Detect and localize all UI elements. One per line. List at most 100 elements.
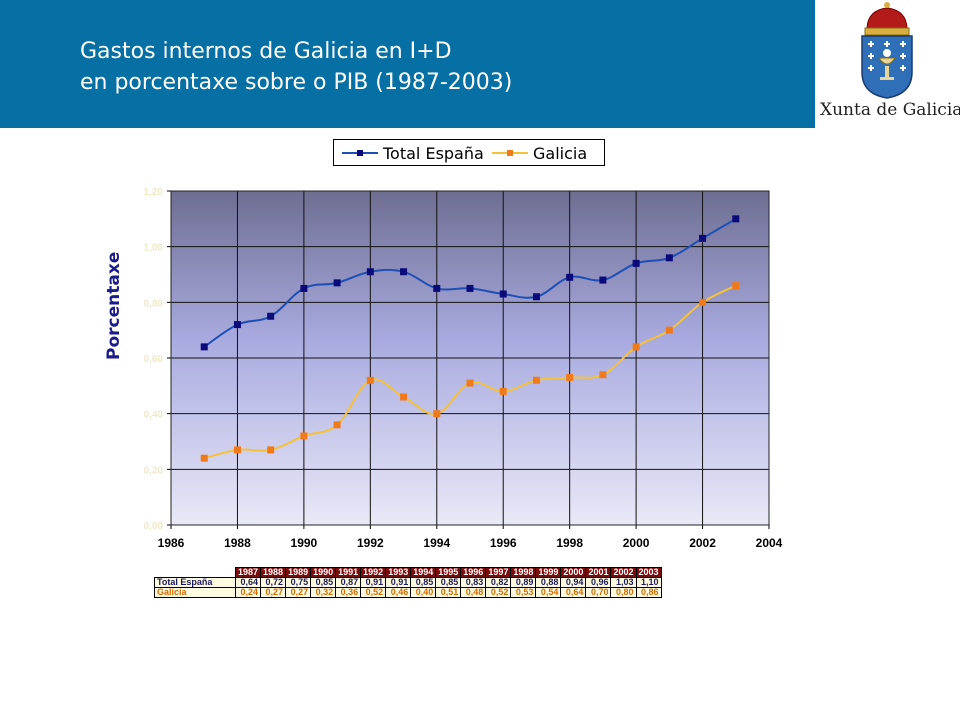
x-tick-label: 1988	[224, 536, 251, 550]
y-tick-label: 1,20	[144, 187, 164, 198]
table-year-header: 1990	[310, 567, 337, 578]
data-point-galicia	[466, 379, 474, 387]
table-cell: 0,53	[510, 587, 537, 598]
table-cell: 0,86	[635, 587, 662, 598]
table-year-header: 1995	[435, 567, 462, 578]
y-tick-label: 0,40	[144, 410, 164, 421]
data-point-galicia	[665, 326, 673, 334]
table-corner	[154, 567, 236, 578]
data-point-espana	[699, 234, 707, 242]
table-cell: 0,54	[535, 587, 562, 598]
data-point-espana	[665, 254, 673, 262]
table-cell: 0,94	[560, 577, 587, 588]
table-year-header: 2000	[560, 567, 587, 578]
table-cell: 0,64	[234, 577, 262, 588]
table-year-header: 1989	[285, 567, 312, 578]
table-cell: 0,85	[410, 577, 437, 588]
legend-label-espana: Total España	[383, 143, 484, 163]
chart-legend: Total España Galicia	[333, 139, 605, 166]
x-tick-label: 2000	[623, 536, 650, 550]
data-point-espana	[400, 268, 408, 276]
table-cell: 0,88	[535, 577, 562, 588]
table-cell: 0,51	[435, 587, 462, 598]
x-tick-label: 1998	[556, 536, 583, 550]
legend-swatch-galicia	[492, 150, 528, 156]
table-cell: 0,64	[560, 587, 587, 598]
table-header-row: 1987 1988 1989 1990 1991 1992 1993 1994 1995 1996…	[154, 567, 662, 578]
data-point-galicia	[433, 410, 441, 418]
table-cell: 1,03	[610, 577, 637, 588]
table-cell: 0,85	[310, 577, 337, 588]
data-point-espana	[200, 343, 208, 351]
data-point-espana	[267, 312, 275, 320]
table-year-header: 2003	[635, 567, 662, 578]
table-cell: 0,36	[335, 587, 362, 598]
y-tick-label: 1,00	[144, 243, 164, 254]
data-point-galicia	[599, 371, 607, 379]
table-cell: 0,27	[260, 587, 287, 598]
y-tick-label: 0,60	[144, 354, 164, 365]
table-row-label: Galicia	[154, 587, 236, 598]
table-cell: 0,24	[234, 587, 262, 598]
legend-item-galicia: Galicia	[492, 143, 587, 163]
data-point-galicia	[400, 393, 408, 401]
legend-swatch-espana	[342, 150, 378, 156]
table-year-header: 1993	[385, 567, 412, 578]
x-tick-label: 2002	[689, 536, 716, 550]
table-cell: 0,70	[585, 587, 612, 598]
table-cell: 0,91	[385, 577, 412, 588]
table-cell: 0,87	[335, 577, 362, 588]
table-cell: 0,82	[485, 577, 512, 588]
table-year-header: 1996	[460, 567, 487, 578]
x-tick-label: 1996	[490, 536, 517, 550]
y-tick-label: 0,00	[144, 521, 164, 532]
table-cell: 0,75	[285, 577, 312, 588]
table-row-label: Total España	[154, 577, 236, 588]
data-point-espana	[632, 259, 640, 267]
data-point-espana	[499, 290, 507, 298]
table-cell: 1,10	[635, 577, 662, 588]
table-cell: 0,48	[460, 587, 487, 598]
data-point-galicia	[233, 446, 241, 454]
x-tick-label: 2004	[756, 536, 783, 550]
x-tick-label: 1992	[357, 536, 384, 550]
data-point-espana	[333, 279, 341, 287]
table-cell: 0,91	[360, 577, 387, 588]
logo-text: Xunta de Galicia	[820, 100, 960, 120]
table-row: Total España 0,64 0,72 0,75 0,85 0,87 0,91 0,91…	[154, 577, 662, 588]
page-title-line-1: Gastos internos de Galicia en I+D	[80, 39, 452, 64]
data-point-galicia	[333, 421, 341, 429]
x-tick-label: 1994	[423, 536, 450, 550]
data-point-galicia	[200, 454, 208, 462]
table-cell: 0,83	[460, 577, 487, 588]
table-year-header: 1992	[360, 567, 387, 578]
table-year-header: 1991	[335, 567, 362, 578]
data-point-espana	[732, 215, 740, 223]
legend-item-espana: Total España	[342, 143, 484, 163]
table-cell: 0,52	[360, 587, 387, 598]
table-year-header: 1997	[485, 567, 512, 578]
table-cell: 0,27	[285, 587, 312, 598]
table-year-header: 1988	[260, 567, 287, 578]
table-cell: 0,80	[610, 587, 637, 598]
page-title-line-2: en porcentaxe sobre o PIB (1987-2003)	[80, 70, 513, 95]
data-table: 1987 1988 1989 1990 1991 1992 1993 1994 1995 1996…	[154, 567, 662, 598]
data-point-galicia	[566, 373, 574, 381]
table-year-header: 2001	[585, 567, 612, 578]
data-point-espana	[300, 284, 308, 292]
data-point-galicia	[267, 446, 275, 454]
x-tick-labels: 1986 1988 1990 1992 1994 1996 1998 2000 2002 2004	[158, 536, 783, 550]
table-cell: 0,32	[310, 587, 337, 598]
data-point-galicia	[732, 282, 740, 290]
data-point-galicia	[366, 376, 374, 384]
table-cell: 0,72	[260, 577, 287, 588]
y-tick-label: 0,20	[144, 465, 164, 476]
legend-label-galicia: Galicia	[533, 143, 588, 163]
x-tick-label: 1986	[158, 536, 185, 550]
table-cell: 0,40	[410, 587, 437, 598]
data-point-espana	[599, 276, 607, 284]
xunta-logo	[815, 0, 960, 128]
table-year-header: 1987	[234, 567, 262, 578]
table-year-header: 1999	[535, 567, 562, 578]
table-year-header: 2002	[610, 567, 637, 578]
